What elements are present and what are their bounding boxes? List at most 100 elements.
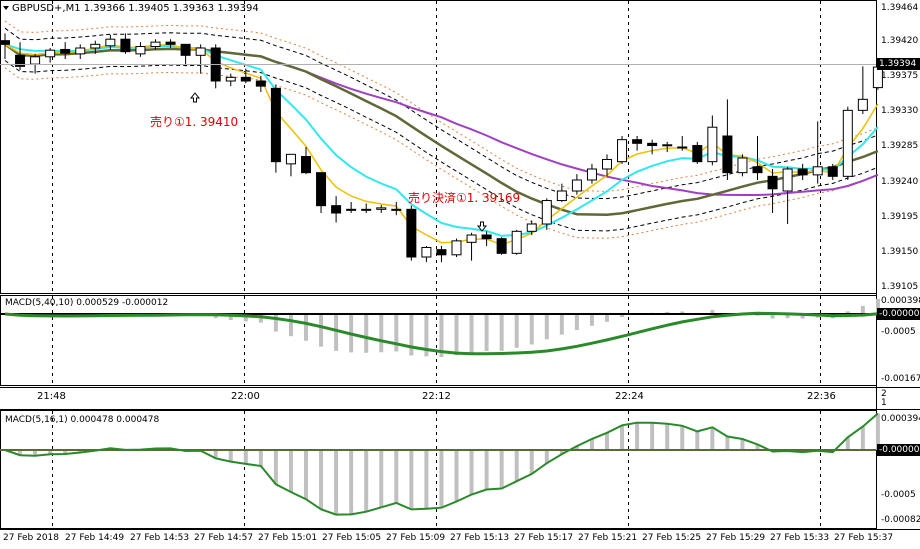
candle-body bbox=[767, 175, 778, 190]
histogram-bar bbox=[650, 422, 655, 450]
macd2-panel[interactable] bbox=[0, 410, 877, 529]
sell-entry-annotation: 売り①1. 39410 bbox=[150, 115, 239, 129]
candle-body bbox=[30, 56, 41, 65]
histogram-bar bbox=[800, 450, 805, 453]
date-label: 27 Feb 15:37 bbox=[834, 533, 894, 543]
histogram-bar bbox=[589, 314, 594, 326]
envelope-bands bbox=[4, 20, 879, 239]
candle-body bbox=[782, 168, 793, 192]
histogram-bar bbox=[559, 314, 564, 335]
histogram-bar bbox=[620, 425, 625, 450]
candle-body bbox=[556, 190, 567, 202]
histogram-bar bbox=[364, 450, 369, 512]
candle-body bbox=[270, 87, 281, 163]
histogram-bar bbox=[33, 450, 38, 456]
candle-body bbox=[376, 207, 387, 210]
histogram-bar bbox=[243, 450, 248, 464]
hour-label: 22:24 bbox=[615, 391, 644, 402]
histogram-bar bbox=[394, 314, 399, 352]
price-tick: 1.39464 bbox=[881, 3, 919, 13]
candle-body bbox=[15, 54, 26, 67]
symbol-header: GBPUSD+,M1 1.39366 1.39405 1.39363 1.393… bbox=[12, 3, 259, 14]
date-label: 27 Feb 15:25 bbox=[642, 533, 702, 543]
date-label: 27 Feb 15:21 bbox=[578, 533, 638, 543]
candle-body bbox=[316, 172, 327, 207]
price-tick: 1.39420 bbox=[881, 36, 919, 46]
histogram-bar bbox=[785, 314, 790, 319]
candle-body bbox=[0, 40, 10, 45]
date-label: 27 Feb 15:17 bbox=[514, 533, 574, 543]
histogram-bar bbox=[439, 314, 444, 358]
candle-body bbox=[45, 49, 56, 58]
histogram-bar bbox=[875, 413, 880, 450]
candle-body bbox=[842, 109, 853, 177]
date-label: 27 Feb 15:13 bbox=[450, 533, 510, 543]
histogram-bar bbox=[499, 314, 504, 351]
chart-menu-icon[interactable] bbox=[3, 6, 9, 10]
candle-body bbox=[105, 38, 116, 47]
macd1-signal-line bbox=[4, 311, 879, 356]
histogram-bar bbox=[845, 311, 850, 314]
hour-label: 22:00 bbox=[231, 391, 260, 402]
histogram-bar bbox=[499, 450, 504, 489]
histogram-bar bbox=[213, 450, 218, 459]
histogram-bar bbox=[770, 314, 775, 319]
date-label: 27 Feb 15:33 bbox=[770, 533, 830, 543]
price-tick: 1.39330 bbox=[881, 106, 919, 116]
histogram-bar bbox=[319, 314, 324, 347]
histogram-bar bbox=[469, 314, 474, 353]
histogram-bar bbox=[665, 423, 670, 450]
histogram-bar bbox=[379, 450, 384, 508]
candle-body bbox=[602, 158, 612, 170]
histogram-bar bbox=[304, 450, 308, 500]
candle-body bbox=[812, 166, 823, 176]
macd1-axis-tick: -0.001675 bbox=[881, 374, 920, 384]
candle-body bbox=[662, 144, 673, 147]
macd2-label: MACD(5,16,1) 0.000478 0.000478 bbox=[5, 415, 160, 425]
hour-label: 22:36 bbox=[807, 391, 836, 402]
histogram-bar bbox=[574, 314, 579, 331]
histogram-bar bbox=[18, 450, 23, 456]
histogram-bar bbox=[740, 439, 745, 450]
period-separators bbox=[52, 1, 821, 528]
macd2-axis-tick: -0.0005 bbox=[881, 490, 916, 500]
window-index: 2 bbox=[881, 389, 887, 399]
histogram-bar bbox=[409, 314, 414, 356]
candle-body bbox=[165, 41, 176, 45]
histogram-bar bbox=[710, 310, 715, 314]
candlesticks[interactable] bbox=[0, 33, 883, 263]
histogram-bar bbox=[529, 314, 534, 345]
macd1-current-box: -0.00000 bbox=[877, 308, 920, 320]
histogram-bar bbox=[454, 450, 459, 502]
date-label: 27 Feb 15:09 bbox=[386, 533, 446, 543]
date-label: 27 Feb 14:49 bbox=[65, 533, 125, 543]
histogram-bar bbox=[469, 450, 474, 495]
histogram-bar bbox=[620, 314, 625, 318]
histogram-bar bbox=[605, 432, 609, 450]
date-label: 27 Feb 14:53 bbox=[130, 533, 190, 543]
histogram-bar bbox=[288, 314, 293, 337]
histogram-bar bbox=[755, 444, 760, 450]
candle-body bbox=[346, 208, 357, 211]
lower-band bbox=[4, 60, 879, 232]
histogram-bar bbox=[334, 450, 339, 515]
candle-body bbox=[150, 41, 161, 48]
histogram-bar bbox=[544, 314, 549, 340]
histogram-bar bbox=[424, 450, 429, 509]
candle-body bbox=[707, 126, 718, 163]
histogram-bar bbox=[394, 450, 399, 503]
date-label: 27 Feb 15:01 bbox=[258, 533, 318, 543]
histogram-bar bbox=[319, 450, 324, 510]
date-label: 27 Feb 15:05 bbox=[322, 533, 382, 543]
histogram-bar bbox=[304, 314, 308, 341]
histogram-bar bbox=[349, 450, 354, 515]
candle-body bbox=[647, 142, 658, 147]
macd1-panel[interactable] bbox=[0, 295, 877, 386]
histogram-bar bbox=[379, 314, 384, 353]
candle-body bbox=[451, 240, 462, 256]
histogram-bar bbox=[860, 426, 865, 450]
candle-body bbox=[466, 234, 477, 243]
histogram-bar bbox=[258, 314, 263, 323]
candle-body bbox=[632, 139, 643, 144]
